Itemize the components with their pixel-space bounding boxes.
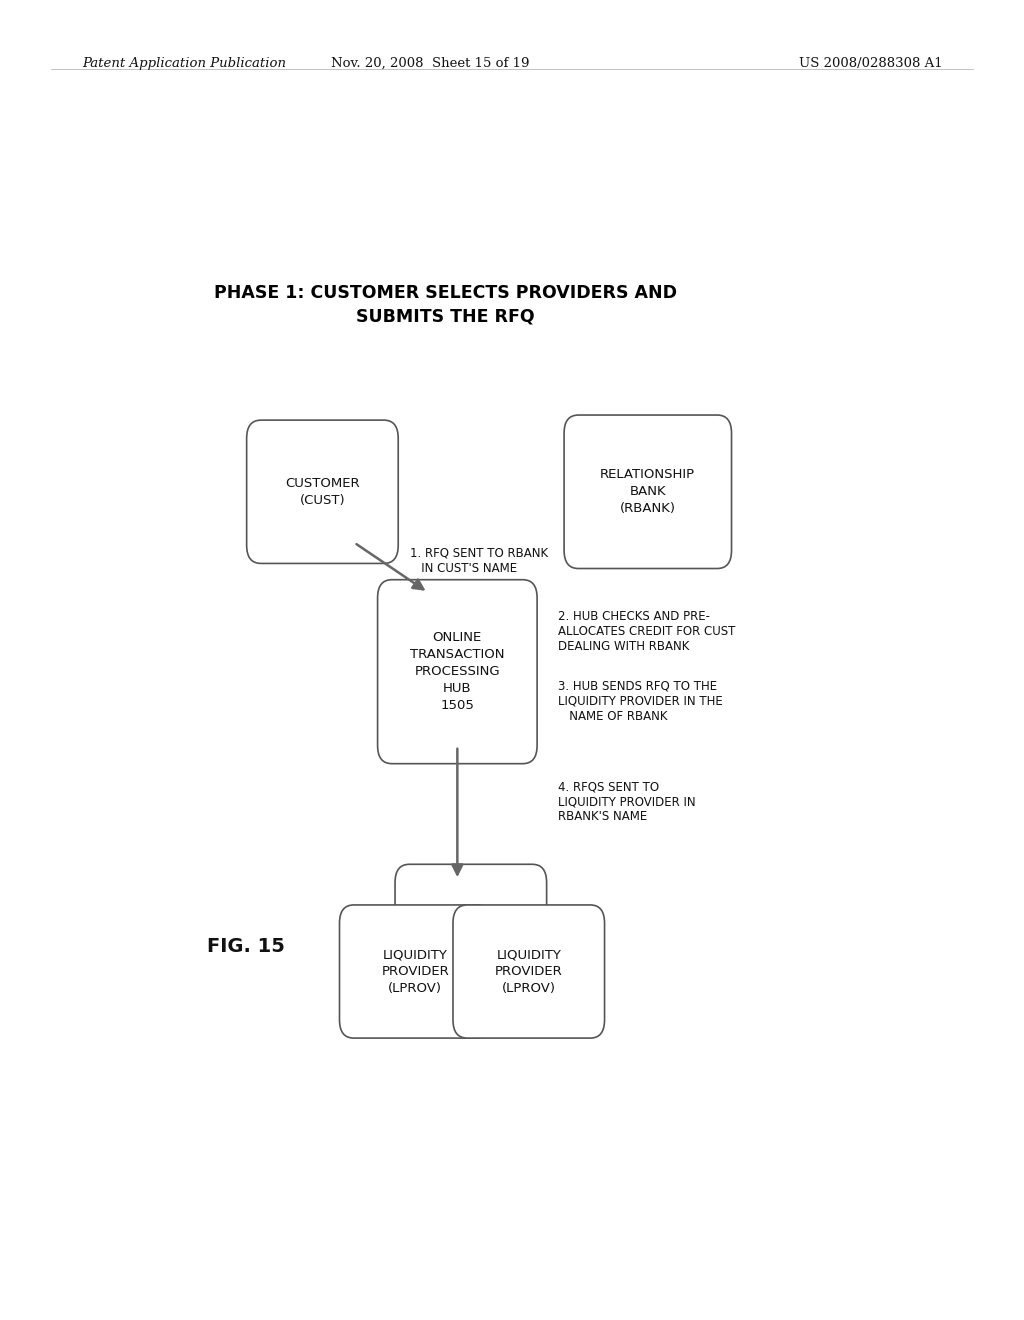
- Text: US 2008/0288308 A1: US 2008/0288308 A1: [799, 57, 942, 70]
- Text: LIQUIDITY
PROVIDER
(LPROV): LIQUIDITY PROVIDER (LPROV): [381, 948, 450, 995]
- Text: 4. RFQS SENT TO
LIQUIDITY PROVIDER IN
RBANK'S NAME: 4. RFQS SENT TO LIQUIDITY PROVIDER IN RB…: [558, 780, 695, 824]
- Text: Nov. 20, 2008  Sheet 15 of 19: Nov. 20, 2008 Sheet 15 of 19: [331, 57, 529, 70]
- Text: FIG. 15: FIG. 15: [207, 937, 286, 956]
- Text: CUSTOMER
(CUST): CUSTOMER (CUST): [285, 477, 359, 507]
- Text: 3. HUB SENDS RFQ TO THE
LIQUIDITY PROVIDER IN THE
   NAME OF RBANK: 3. HUB SENDS RFQ TO THE LIQUIDITY PROVID…: [558, 680, 723, 723]
- FancyBboxPatch shape: [340, 906, 492, 1038]
- Text: LIQUIDITY
PROVIDER: LIQUIDITY PROVIDER: [437, 911, 505, 941]
- FancyBboxPatch shape: [453, 906, 604, 1038]
- Text: LIQUIDITY
PROVIDER
(LPROV): LIQUIDITY PROVIDER (LPROV): [495, 948, 562, 995]
- Text: Patent Application Publication: Patent Application Publication: [82, 57, 286, 70]
- FancyBboxPatch shape: [564, 414, 731, 569]
- Text: RELATIONSHIP
BANK
(RBANK): RELATIONSHIP BANK (RBANK): [600, 469, 695, 515]
- FancyBboxPatch shape: [378, 579, 538, 764]
- Text: PHASE 1: CUSTOMER SELECTS PROVIDERS AND: PHASE 1: CUSTOMER SELECTS PROVIDERS AND: [214, 284, 677, 301]
- Text: ONLINE
TRANSACTION
PROCESSING
HUB
1505: ONLINE TRANSACTION PROCESSING HUB 1505: [410, 631, 505, 713]
- FancyBboxPatch shape: [247, 420, 398, 564]
- Text: 1. RFQ SENT TO RBANK
   IN CUST'S NAME: 1. RFQ SENT TO RBANK IN CUST'S NAME: [410, 546, 548, 574]
- Text: 2. HUB CHECKS AND PRE-
ALLOCATES CREDIT FOR CUST
DEALING WITH RBANK: 2. HUB CHECKS AND PRE- ALLOCATES CREDIT …: [558, 610, 735, 652]
- Text: SUBMITS THE RFQ: SUBMITS THE RFQ: [356, 308, 535, 326]
- FancyBboxPatch shape: [395, 865, 547, 987]
